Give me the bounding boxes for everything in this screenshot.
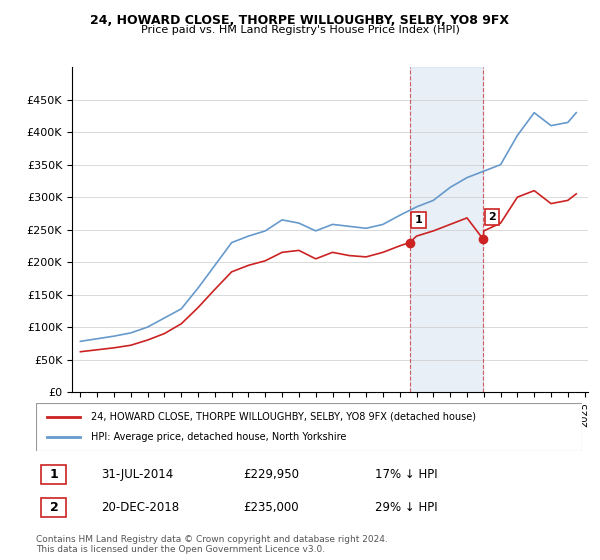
Text: 17% ↓ HPI: 17% ↓ HPI xyxy=(374,468,437,481)
Text: 24, HOWARD CLOSE, THORPE WILLOUGHBY, SELBY, YO8 9FX: 24, HOWARD CLOSE, THORPE WILLOUGHBY, SEL… xyxy=(91,14,509,27)
FancyBboxPatch shape xyxy=(41,498,66,517)
Text: 29% ↓ HPI: 29% ↓ HPI xyxy=(374,501,437,514)
Text: 1: 1 xyxy=(415,215,422,225)
Text: Contains HM Land Registry data © Crown copyright and database right 2024.
This d: Contains HM Land Registry data © Crown c… xyxy=(36,535,388,554)
Bar xyxy=(410,67,483,392)
Text: 2: 2 xyxy=(50,501,58,514)
Text: £229,950: £229,950 xyxy=(244,468,299,481)
Text: 1: 1 xyxy=(50,468,58,481)
Text: 31-JUL-2014: 31-JUL-2014 xyxy=(101,468,174,481)
FancyBboxPatch shape xyxy=(41,465,66,484)
Text: 20-DEC-2018: 20-DEC-2018 xyxy=(101,501,179,514)
Text: 2: 2 xyxy=(488,212,496,222)
Text: Price paid vs. HM Land Registry's House Price Index (HPI): Price paid vs. HM Land Registry's House … xyxy=(140,25,460,35)
Text: HPI: Average price, detached house, North Yorkshire: HPI: Average price, detached house, Nort… xyxy=(91,432,346,442)
Text: £235,000: £235,000 xyxy=(244,501,299,514)
FancyBboxPatch shape xyxy=(36,403,582,451)
Text: 24, HOWARD CLOSE, THORPE WILLOUGHBY, SELBY, YO8 9FX (detached house): 24, HOWARD CLOSE, THORPE WILLOUGHBY, SEL… xyxy=(91,412,476,422)
